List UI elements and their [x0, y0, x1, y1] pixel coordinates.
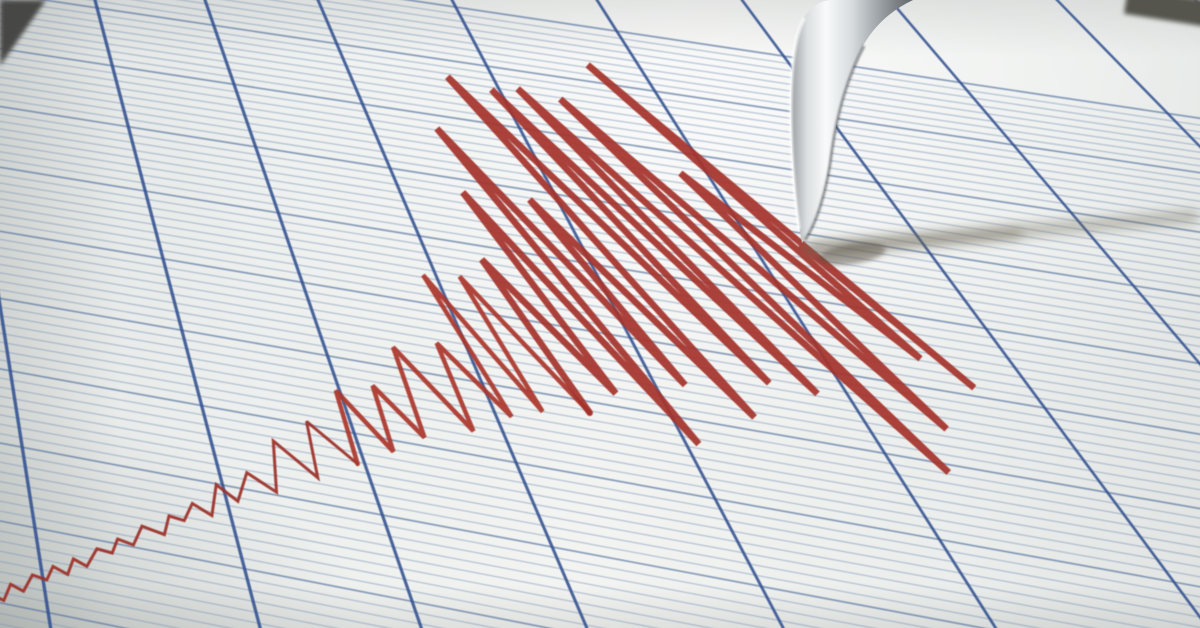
ruled-line: [0, 91, 1200, 281]
ruled-line: [0, 158, 1200, 356]
ruled-line: [0, 33, 1200, 218]
ruled-line: [0, 255, 1200, 463]
ruled-line: [0, 571, 286, 628]
ruled-line: [0, 6, 1200, 187]
trace-path: [434, 62, 977, 475]
trace-path: [0, 420, 360, 603]
cross-rule-line: [93, 0, 262, 628]
cross-rule-line: [1055, 0, 1200, 149]
ruled-line: [0, 451, 932, 628]
ruled-line: [0, 350, 1200, 568]
ruled-line: [38, 0, 1200, 174]
pen-arm: [789, 0, 913, 243]
machine-edge-top-right: [1123, 0, 1200, 27]
ruled-line: [0, 230, 1200, 436]
ruled-line: [0, 289, 1200, 500]
ruled-line: [0, 206, 1200, 408]
pen-arm-body: [790, 0, 913, 243]
ruled-line: [0, 113, 1200, 306]
cross-rule-line: [1193, 0, 1200, 7]
cross-rule-line: [316, 0, 589, 628]
pen-shadow: [800, 210, 1200, 265]
ruled-line: [0, 55, 1200, 241]
ruled-line: [0, 174, 1200, 373]
ruled-line: [0, 395, 1200, 618]
ruled-line: [267, 0, 1200, 140]
cross-rule-line: [595, 0, 998, 628]
ruled-line: [0, 461, 877, 628]
ruled-line: [0, 26, 1200, 210]
ruled-line: [0, 520, 553, 628]
ruled-line: [0, 404, 1200, 628]
ruled-line: [0, 432, 1041, 628]
ruled-line: [402, 0, 1200, 120]
ruled-line: [0, 414, 1152, 628]
ruled-line: [0, 13, 1200, 195]
ruled-line: [358, 0, 1200, 126]
ruled-line: [131, 0, 1200, 160]
ruled-line: [0, 315, 1200, 529]
cross-rule-line: [203, 0, 423, 628]
pen-arm-specular-highlight: [789, 17, 806, 230]
seismogram-trace: [0, 62, 977, 603]
ruled-line: [0, 143, 1200, 339]
ruled-line: [0, 247, 1200, 454]
ruled-line: [0, 135, 1200, 331]
ruled-line: [0, 280, 1200, 491]
ruled-line: [0, 540, 445, 628]
pen-tip-contact-shadow: [818, 243, 886, 265]
ruled-line: [0, 480, 768, 628]
ruled-line: [0, 297, 1200, 510]
ruled-line: [0, 323, 1200, 539]
ruled-line: [0, 581, 233, 628]
ruled-line: [0, 471, 822, 628]
ruled-line: [0, 386, 1200, 608]
ruled-line: [0, 550, 392, 628]
trace-path: [333, 273, 592, 467]
ruled-line: [313, 0, 1200, 133]
ruled-line: [176, 0, 1200, 153]
cross-rule-line: [0, 294, 53, 628]
ruled-line: [0, 377, 1200, 598]
ruled-line: [222, 0, 1200, 147]
ruled-line: [0, 490, 714, 628]
ruled-line: [85, 0, 1200, 167]
frame-corner-objects: [0, 0, 1200, 66]
cross-rule-line: [888, 0, 1200, 366]
machine-edge-top-left: [0, 0, 46, 66]
pen-arm-inner-shade: [803, 45, 866, 241]
ruled-line: [0, 120, 1200, 314]
ruled-line: [0, 368, 1200, 588]
ruled-line: [0, 332, 1200, 548]
ruled-line: [0, 83, 1200, 273]
ruled-line: [0, 423, 1097, 628]
ruled-line: [0, 306, 1200, 519]
ruled-line: [0, 190, 1200, 391]
ruled-line: [0, 591, 180, 628]
ruled-line: [0, 359, 1200, 578]
ruled-line: [0, 442, 988, 628]
ruled-line: [0, 560, 339, 628]
ruled-line: [0, 530, 498, 628]
ruled-line: [0, 341, 1200, 558]
ruled-line: [0, 0, 1200, 181]
